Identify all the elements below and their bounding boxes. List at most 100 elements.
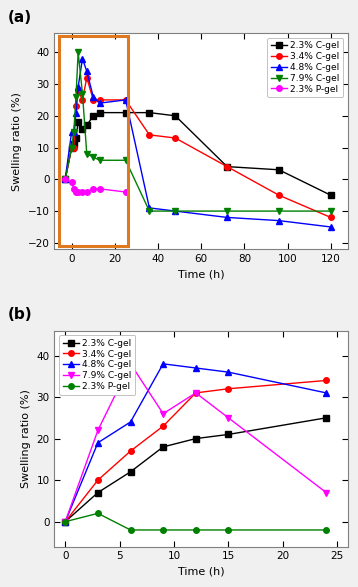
- 3.4% C-gel: [277, 192, 281, 199]
- 3.4% C-gel: [124, 96, 128, 103]
- 7.9% C-gel: [147, 208, 151, 215]
- 2.3% P-gel: [84, 188, 89, 195]
- 2.3% P-gel: [226, 527, 231, 534]
- 4.8% C-gel: [63, 176, 67, 183]
- 3.4% C-gel: [225, 163, 229, 170]
- 2.3% C-gel: [91, 112, 95, 119]
- 2.3% P-gel: [96, 510, 100, 517]
- 7.9% C-gel: [80, 90, 84, 97]
- 4.8% C-gel: [98, 100, 102, 107]
- 4.8% C-gel: [84, 68, 89, 75]
- 4.8% C-gel: [277, 217, 281, 224]
- 2.3% P-gel: [74, 188, 78, 195]
- 3.4% C-gel: [72, 144, 76, 151]
- 3.4% C-gel: [98, 96, 102, 103]
- 4.8% C-gel: [74, 109, 78, 116]
- 2.3% P-gel: [161, 527, 165, 534]
- 4.8% C-gel: [147, 204, 151, 211]
- X-axis label: Time (h): Time (h): [178, 269, 224, 279]
- 2.3% P-gel: [80, 188, 84, 195]
- 4.8% C-gel: [161, 360, 165, 367]
- 4.8% C-gel: [80, 55, 84, 62]
- 2.3% P-gel: [69, 179, 74, 186]
- 2.3% C-gel: [329, 192, 333, 199]
- 2.3% C-gel: [63, 176, 67, 183]
- 3.4% C-gel: [226, 385, 231, 392]
- 7.9% C-gel: [69, 144, 74, 151]
- 3.4% C-gel: [324, 377, 328, 384]
- 7.9% C-gel: [76, 49, 80, 56]
- Line: 3.4% C-gel: 3.4% C-gel: [62, 75, 334, 220]
- 7.9% C-gel: [98, 157, 102, 164]
- Line: 3.4% C-gel: 3.4% C-gel: [63, 377, 329, 524]
- 7.9% C-gel: [84, 150, 89, 157]
- 2.3% C-gel: [63, 518, 67, 525]
- 7.9% C-gel: [91, 154, 95, 161]
- Legend: 2.3% C-gel, 3.4% C-gel, 4.8% C-gel, 7.9% C-gel, 2.3% P-gel: 2.3% C-gel, 3.4% C-gel, 4.8% C-gel, 7.9%…: [267, 38, 343, 97]
- 4.8% C-gel: [324, 389, 328, 396]
- 2.3% P-gel: [91, 185, 95, 193]
- 3.4% C-gel: [76, 87, 80, 94]
- 2.3% C-gel: [277, 166, 281, 173]
- 3.4% C-gel: [69, 144, 74, 151]
- Y-axis label: Swelling ratio (%): Swelling ratio (%): [21, 389, 31, 488]
- Line: 2.3% C-gel: 2.3% C-gel: [62, 110, 334, 198]
- 3.4% C-gel: [91, 96, 95, 103]
- 2.3% C-gel: [72, 141, 76, 148]
- 3.4% C-gel: [74, 103, 78, 110]
- 2.3% P-gel: [72, 185, 76, 193]
- 3.4% C-gel: [63, 518, 67, 525]
- 7.9% C-gel: [173, 208, 178, 215]
- 2.3% C-gel: [324, 414, 328, 421]
- 7.9% C-gel: [161, 410, 165, 417]
- 7.9% C-gel: [124, 157, 128, 164]
- 4.8% C-gel: [173, 208, 178, 215]
- 2.3% P-gel: [76, 188, 80, 195]
- 4.8% C-gel: [225, 214, 229, 221]
- 2.3% P-gel: [194, 527, 198, 534]
- 2.3% C-gel: [76, 119, 80, 126]
- 2.3% C-gel: [225, 163, 229, 170]
- Y-axis label: Swelling ratio (%): Swelling ratio (%): [12, 92, 22, 191]
- 3.4% C-gel: [173, 134, 178, 141]
- 7.9% C-gel: [324, 489, 328, 496]
- 3.4% C-gel: [129, 447, 133, 454]
- Text: (b): (b): [8, 307, 32, 322]
- Line: 4.8% C-gel: 4.8% C-gel: [62, 56, 334, 230]
- 7.9% C-gel: [74, 93, 78, 100]
- 2.3% P-gel: [63, 176, 67, 183]
- 7.9% C-gel: [72, 128, 76, 135]
- Line: 2.3% P-gel: 2.3% P-gel: [62, 177, 129, 195]
- 3.4% C-gel: [161, 423, 165, 430]
- Line: 2.3% C-gel: 2.3% C-gel: [63, 415, 329, 524]
- 2.3% P-gel: [98, 185, 102, 193]
- 4.8% C-gel: [194, 365, 198, 372]
- 7.9% C-gel: [194, 389, 198, 396]
- 3.4% C-gel: [80, 96, 84, 103]
- Line: 4.8% C-gel: 4.8% C-gel: [63, 361, 329, 524]
- 3.4% C-gel: [84, 74, 89, 81]
- 4.8% C-gel: [124, 96, 128, 103]
- 3.4% C-gel: [63, 176, 67, 183]
- 4.8% C-gel: [129, 419, 133, 426]
- Text: (a): (a): [8, 9, 32, 25]
- 2.3% C-gel: [69, 144, 74, 151]
- Line: 7.9% C-gel: 7.9% C-gel: [62, 49, 334, 214]
- Bar: [59, 36, 128, 246]
- 2.3% C-gel: [226, 431, 231, 438]
- 4.8% C-gel: [63, 518, 67, 525]
- 2.3% C-gel: [84, 122, 89, 129]
- 2.3% P-gel: [63, 518, 67, 525]
- 2.3% C-gel: [96, 489, 100, 496]
- 2.3% C-gel: [129, 468, 133, 475]
- 2.3% C-gel: [80, 125, 84, 132]
- 7.9% C-gel: [225, 208, 229, 215]
- Line: 7.9% C-gel: 7.9% C-gel: [63, 361, 329, 524]
- 7.9% C-gel: [226, 414, 231, 421]
- 7.9% C-gel: [96, 427, 100, 434]
- 3.4% C-gel: [194, 389, 198, 396]
- 2.3% C-gel: [98, 109, 102, 116]
- 2.3% C-gel: [173, 112, 178, 119]
- 4.8% C-gel: [96, 439, 100, 446]
- Line: 2.3% P-gel: 2.3% P-gel: [63, 511, 329, 533]
